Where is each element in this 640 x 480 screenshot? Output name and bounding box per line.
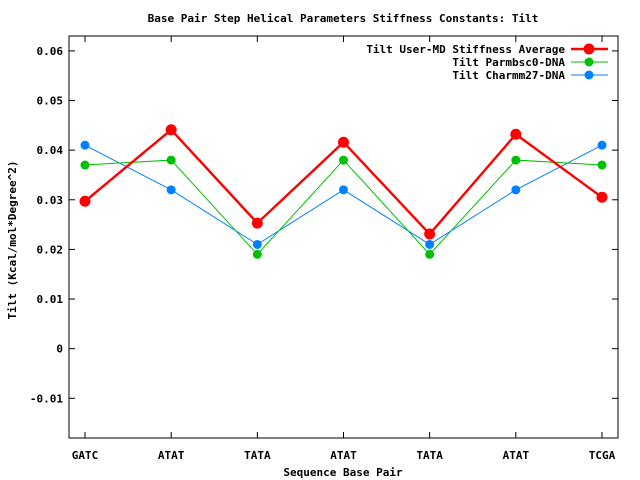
legend-marker	[584, 57, 594, 67]
data-point	[338, 136, 349, 148]
legend-marker	[584, 70, 594, 80]
x-tick-label: TATA	[416, 449, 443, 462]
data-point	[339, 185, 348, 195]
plot-frame	[68, 35, 619, 439]
data-point	[79, 195, 91, 207]
data-point	[252, 239, 262, 249]
legend-label: Tilt Parmbsc0-DNA	[452, 56, 565, 69]
series-0	[79, 124, 608, 240]
data-point	[251, 217, 263, 229]
series-2	[80, 140, 607, 249]
series-group	[79, 124, 608, 259]
y-tick-label: 0.01	[37, 293, 64, 306]
data-point	[597, 140, 607, 150]
legend-marker	[583, 43, 595, 55]
data-point	[80, 160, 90, 170]
data-point	[166, 185, 176, 195]
data-point	[596, 191, 608, 203]
y-tick-label: 0.05	[37, 95, 64, 108]
data-point	[425, 249, 435, 259]
y-tick-label: 0.02	[37, 243, 64, 256]
x-tick-label: TCGA	[589, 449, 616, 462]
data-point	[252, 249, 262, 259]
y-tick-label: 0	[56, 343, 63, 356]
x-tick-label: TATA	[244, 449, 271, 462]
chart-title: Base Pair Step Helical Parameters Stiffn…	[148, 12, 539, 25]
data-point	[510, 128, 522, 140]
y-axis-label: Tilt (Kcal/mol*Degree^2)	[6, 161, 19, 320]
x-tick-label: ATAT	[330, 449, 357, 462]
data-point	[166, 155, 176, 165]
data-point	[511, 185, 521, 195]
series-line	[84, 159, 603, 256]
x-tick-label: GATC	[72, 449, 99, 462]
series-1	[80, 155, 607, 259]
y-tick-label: -0.01	[30, 392, 63, 405]
axis-ticks: -0.01 0 0.01 0.02 0.03 0.04 0.05 0.06 GATC ATAT TA…	[30, 36, 618, 462]
x-tick-label: ATAT	[158, 449, 185, 462]
x-tick-label: ATAT	[503, 449, 530, 462]
data-point	[339, 155, 348, 165]
legend-label: Tilt Charmm27-DNA	[452, 69, 565, 82]
y-tick-label: 0.06	[37, 45, 64, 58]
data-point	[597, 160, 607, 170]
legend-label: Tilt User-MD Stiffness Average	[366, 43, 565, 56]
data-point	[511, 155, 521, 165]
data-point	[424, 228, 436, 240]
data-point	[80, 140, 90, 150]
x-axis-label: Sequence Base Pair	[283, 466, 403, 479]
data-point	[165, 124, 177, 136]
y-tick-label: 0.03	[37, 194, 64, 207]
y-tick-label: 0.04	[37, 144, 64, 157]
data-point	[425, 239, 435, 249]
